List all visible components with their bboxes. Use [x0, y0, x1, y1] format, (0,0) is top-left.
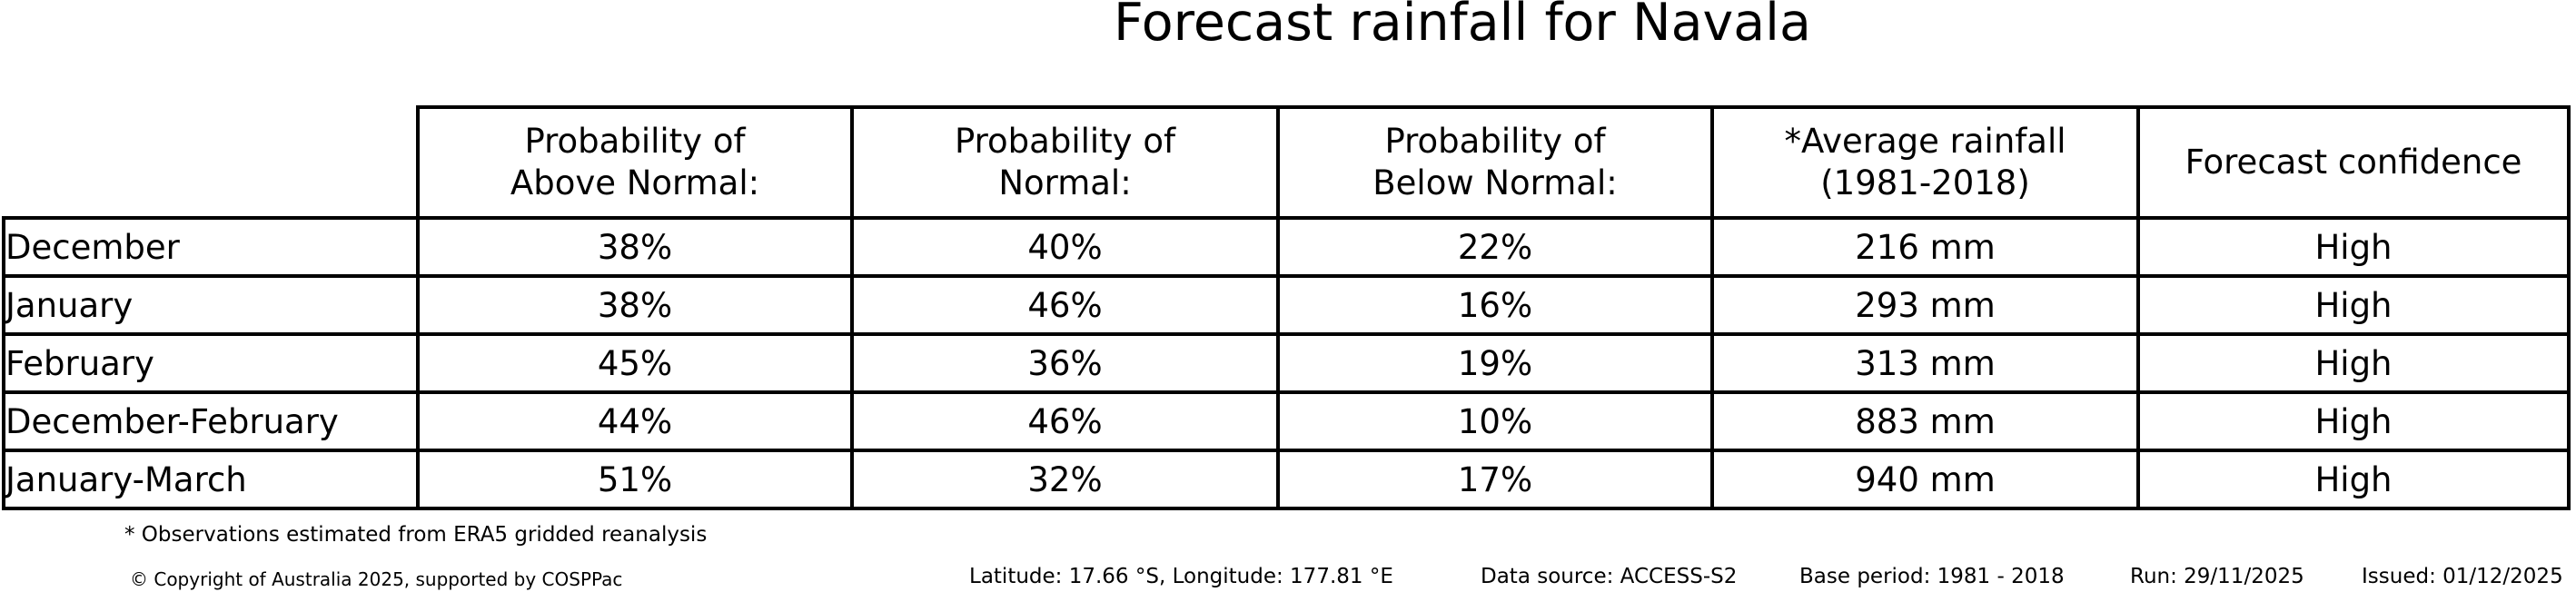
below-normal-cell: 22%	[1276, 216, 1714, 278]
below-normal-cell: 10%	[1276, 390, 1714, 452]
average-rainfall-cell: 883 mm	[1710, 390, 2140, 452]
normal-cell: 46%	[850, 390, 1280, 452]
copyright-label: © Copyright of Australia 2025, supported…	[130, 568, 623, 590]
normal-cell: 32%	[850, 449, 1280, 510]
table-row: February 45% 36% 19% 313 mm High	[2, 332, 2571, 394]
page-title: Forecast rainfall for Navala	[1114, 0, 1811, 53]
average-rainfall-cell: 940 mm	[1710, 449, 2140, 510]
column-header-above-normal: Probability of Above Normal:	[416, 105, 854, 220]
confidence-cell: High	[2136, 216, 2571, 278]
above-normal-cell: 45%	[416, 332, 854, 394]
table-row: January-March 51% 32% 17% 940 mm High	[2, 449, 2571, 510]
confidence-cell: High	[2136, 449, 2571, 510]
column-header-normal: Probability of Normal:	[850, 105, 1280, 220]
month-cell: February	[2, 332, 420, 394]
above-normal-cell: 44%	[416, 390, 854, 452]
corner-cell	[4, 107, 418, 218]
average-rainfall-cell: 313 mm	[1710, 332, 2140, 394]
average-rainfall-cell: 216 mm	[1710, 216, 2140, 278]
average-rainfall-cell: 293 mm	[1710, 274, 2140, 336]
data-source-label: Data source: ACCESS-S2	[1481, 565, 1738, 588]
month-cell: January-March	[2, 449, 420, 510]
above-normal-cell: 38%	[416, 274, 854, 336]
run-date-label: Run: 29/11/2025	[2130, 565, 2304, 588]
above-normal-cell: 38%	[416, 216, 854, 278]
location-label: Latitude: 17.66 °S, Longitude: 177.81 °E	[969, 565, 1393, 588]
below-normal-cell: 17%	[1276, 449, 1714, 510]
month-cell: December-February	[2, 390, 420, 452]
column-header-average-rainfall: *Average rainfall (1981-2018)	[1710, 105, 2140, 220]
observations-footnote: * Observations estimated from ERA5 gridd…	[124, 523, 708, 547]
normal-cell: 36%	[850, 332, 1280, 394]
table-row: December-February 44% 46% 10% 883 mm Hig…	[2, 390, 2571, 452]
table-row: December 38% 40% 22% 216 mm High	[2, 216, 2571, 278]
confidence-cell: High	[2136, 274, 2571, 336]
normal-cell: 40%	[850, 216, 1280, 278]
rainfall-table: Probability of Above Normal: Probability…	[2, 105, 2571, 510]
normal-cell: 46%	[850, 274, 1280, 336]
month-cell: January	[2, 274, 420, 336]
table-row: January 38% 46% 16% 293 mm High	[2, 274, 2571, 336]
confidence-cell: High	[2136, 390, 2571, 452]
column-header-forecast-confidence: Forecast confidence	[2136, 105, 2571, 220]
month-cell: December	[2, 216, 420, 278]
base-period-label: Base period: 1981 - 2018	[1799, 565, 2065, 588]
confidence-cell: High	[2136, 332, 2571, 394]
above-normal-cell: 51%	[416, 449, 854, 510]
header-row: Probability of Above Normal: Probability…	[4, 105, 2571, 220]
below-normal-cell: 16%	[1276, 274, 1714, 336]
column-header-below-normal: Probability of Below Normal:	[1276, 105, 1714, 220]
below-normal-cell: 19%	[1276, 332, 1714, 394]
issued-date-label: Issued: 01/12/2025	[2362, 565, 2563, 588]
